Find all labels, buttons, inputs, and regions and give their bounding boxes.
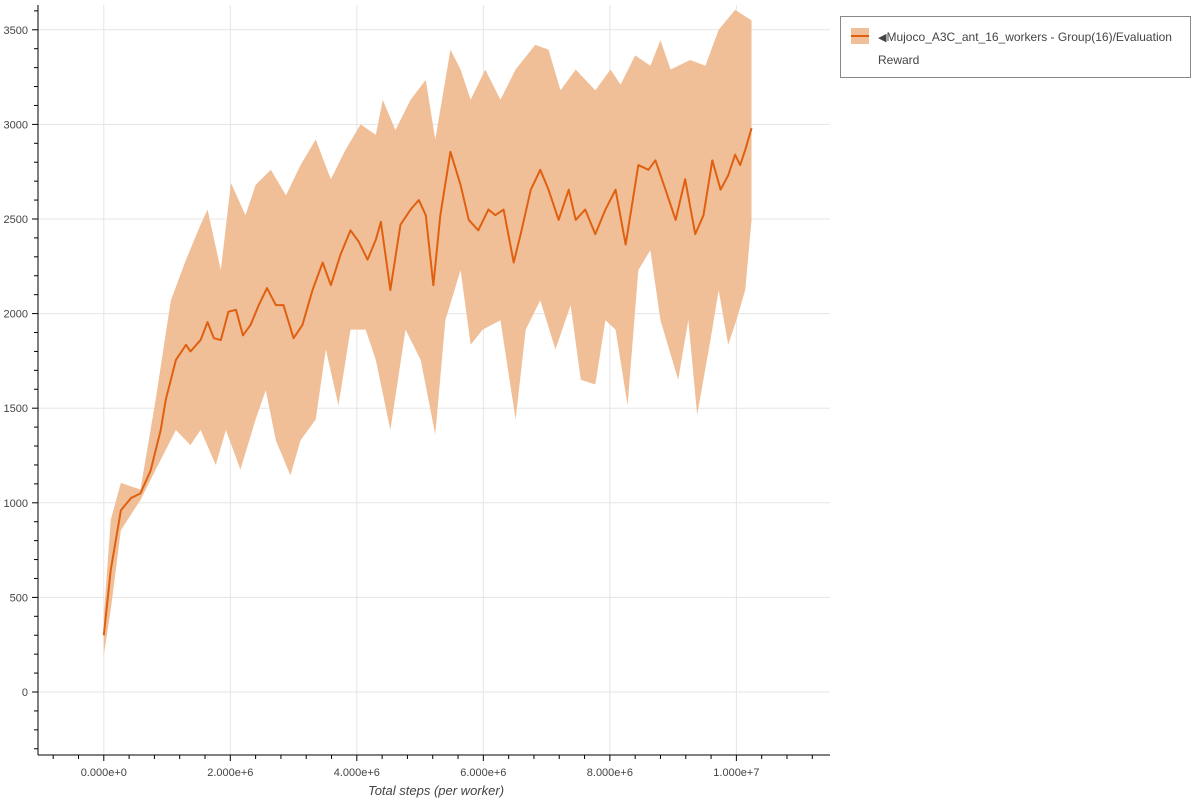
x-tick-label: 4.000e+6 [334, 767, 380, 779]
x-tick-label: 2.000e+6 [207, 767, 253, 779]
x-axis-label: Total steps (per worker) [368, 783, 504, 798]
reward-mean-line [102, 127, 753, 636]
x-tick-label: 1.000e+7 [713, 767, 759, 779]
axes: 0.000e+0 2.000e+6 4.000e+6 6.000e+6 8.000e+6… [4, 5, 830, 779]
legend[interactable]: ◀Mujoco_A3C_ant_16_workers - Group(16)/E… [840, 16, 1191, 78]
y-tick-label: 2000 [4, 309, 28, 321]
legend-entry[interactable]: ◀Mujoco_A3C_ant_16_workers - Group(16)/E… [878, 26, 1188, 71]
legend-arrow-icon: ◀ [878, 32, 887, 44]
x-tick-label: 0.000e+0 [81, 767, 127, 779]
reward-std-band [103, 9, 752, 656]
y-tick-label: 0 [22, 687, 28, 699]
legend-label: Mujoco_A3C_ant_16_workers - Group(16)/Ev… [878, 30, 1172, 67]
x-tick-label: 6.000e+6 [460, 767, 506, 779]
y-tick-label: 1000 [4, 498, 28, 510]
y-tick-label: 3500 [4, 25, 28, 37]
legend-line-swatch [851, 35, 869, 37]
y-tick-label: 3000 [4, 119, 28, 131]
y-tick-label: 2500 [4, 214, 28, 226]
y-tick-label: 1500 [4, 403, 28, 415]
x-tick-label: 8.000e+6 [587, 767, 633, 779]
y-tick-label: 500 [10, 592, 28, 604]
